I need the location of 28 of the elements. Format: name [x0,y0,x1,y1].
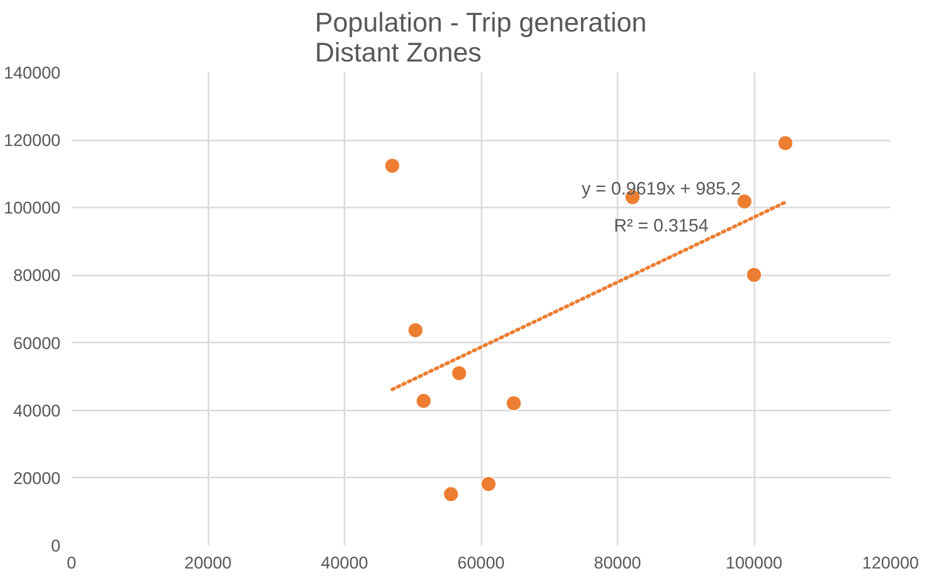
y-tick-label: 80000 [13,266,61,286]
point [480,476,497,492]
point [736,194,752,210]
annotation: R² = 0.3154 [614,215,708,236]
y-tick-label: 100000 [4,198,61,218]
point [777,135,794,152]
x-tick-label: 60000 [457,554,505,572]
y-tick-label: 120000 [4,131,61,150]
y-tick-label: 40000 [13,401,61,420]
y-tick-label: 20000 [13,468,61,488]
point [442,486,459,502]
point [384,158,400,174]
y-tick-label: 0 [51,536,61,556]
point [407,322,424,338]
y-tick-label: 60000 [13,334,61,353]
x-tick-label: 120000 [862,554,919,572]
point [451,365,468,382]
x-tick-label: 40000 [320,554,368,572]
point [746,266,762,283]
y-tick-label: 140000 [4,64,61,82]
annotation: y = 0.9619x + 985.2 [582,178,741,198]
chart-title: Population - Trip generation Distant Zones [314,8,647,68]
point [416,392,432,409]
x-tick-label: 0 [66,554,76,572]
x-tick-label: 100000 [726,554,782,572]
x-tick-label: 20000 [184,554,232,572]
x-tick-label: 80000 [594,554,642,572]
point [506,395,522,412]
